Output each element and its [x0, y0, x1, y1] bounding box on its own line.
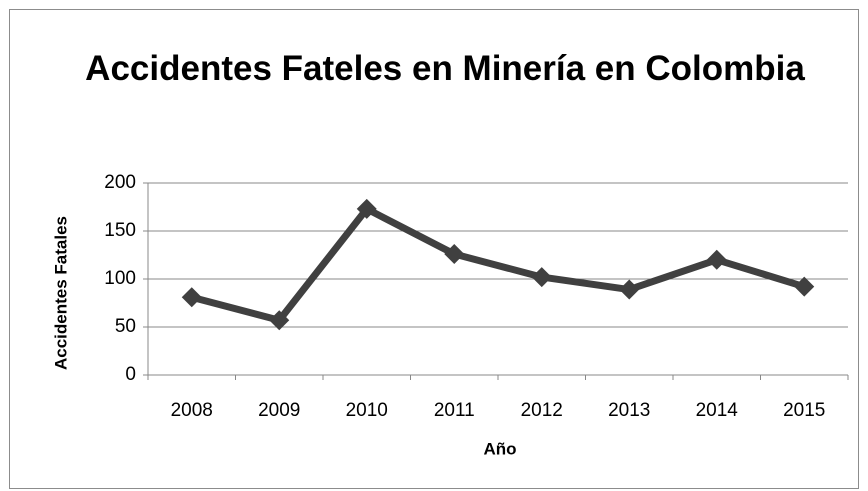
- x-tick-label: 2014: [696, 400, 739, 421]
- data-line: [190, 205, 806, 324]
- x-axis-title: Año: [483, 439, 516, 458]
- x-tick-label: 2008: [171, 400, 213, 421]
- x-tick-label: 2011: [434, 400, 475, 421]
- data-point: [269, 310, 290, 331]
- y-axis-title: Accidentes Fatales: [51, 216, 70, 370]
- x-tick-label: 2010: [346, 400, 388, 421]
- y-tick-label: 200: [104, 172, 136, 193]
- y-tick-label: 50: [115, 316, 136, 337]
- x-tick-label: 2012: [521, 400, 563, 421]
- data-point: [181, 287, 202, 308]
- data-point: [619, 279, 640, 300]
- data-point: [706, 249, 727, 270]
- x-tick-label: 2015: [783, 400, 825, 421]
- data-point: [531, 267, 552, 288]
- y-tick-label: 0: [125, 364, 136, 385]
- x-tick-label: 2009: [258, 400, 300, 421]
- data-point: [794, 276, 815, 297]
- chart-title: Accidentes Fateles en Minería en Colombi…: [85, 49, 805, 88]
- chart-frame: [9, 9, 859, 489]
- y-tick-label: 100: [104, 268, 136, 289]
- x-tick-label: 2013: [608, 400, 650, 421]
- data-point: [356, 198, 377, 219]
- y-tick-label: 150: [104, 220, 136, 241]
- data-point: [444, 244, 465, 265]
